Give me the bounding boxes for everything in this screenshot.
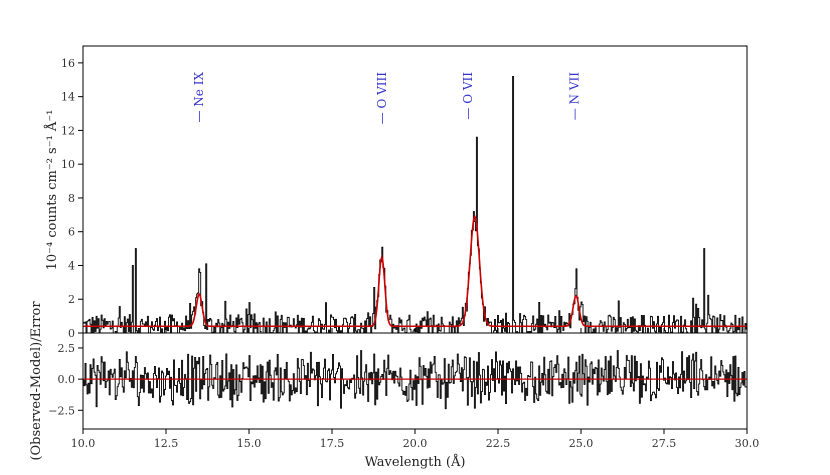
wavelength-x-tick-label-7: 27.5 (652, 437, 677, 450)
flux-y-tick-label-7: 14 (61, 91, 75, 104)
line-label-3: — N VII (567, 72, 581, 121)
line-label-0: — Ne IX (192, 72, 206, 123)
flux-y-axis-label: 10⁻⁴ counts cm⁻² s⁻¹ Å⁻¹ (44, 110, 60, 271)
observed-spectrum-line (83, 75, 747, 334)
flux-y-tick-label-0: 0 (68, 327, 75, 340)
flux-panel-frame (82, 45, 748, 334)
flux-y-tick-label-8: 16 (61, 57, 75, 70)
residual-y-tick-label-0: −2.5 (48, 404, 75, 417)
wavelength-x-axis-label: Wavelength (Å) (365, 454, 466, 470)
residual-y-tick-label-1: 0.0 (58, 373, 76, 386)
line-label-2: — O VII (461, 72, 475, 120)
residual-y-axis-label: (Observed-Model)/Error (29, 301, 44, 461)
residual-panel: −2.5 0.0 2.5 10.0 12.5 15.0 17.5 20.0 22.5 25.0 2… (29, 301, 759, 470)
flux-y-tick-label-5: 10 (61, 158, 75, 171)
residual-y-ticks: −2.5 0.0 2.5 (48, 342, 83, 417)
flux-y-tick-label-4: 8 (68, 192, 75, 205)
residual-y-tick-label-2: 2.5 (58, 342, 76, 355)
flux-y-tick-label-1: 2 (68, 293, 75, 306)
flux-panel: — Ne IX — O VIII — O VII — N VII 0246810121… (44, 45, 748, 340)
flux-data (83, 75, 747, 334)
flux-y-tick-label-3: 6 (68, 226, 75, 239)
emission-line-labels: — Ne IX — O VIII — O VII — N VII (192, 72, 581, 125)
residual-data (83, 350, 747, 410)
line-label-1: — O VIII (375, 72, 389, 125)
wavelength-x-ticks: 10.0 12.5 15.0 17.5 20.0 22.5 25.0 27.5 30.0 (71, 429, 760, 450)
wavelength-x-tick-label-4: 20.0 (403, 437, 428, 450)
wavelength-x-tick-label-2: 15.0 (237, 437, 262, 450)
residual-panel-frame (82, 332, 748, 430)
wavelength-x-tick-label-6: 25.0 (569, 437, 594, 450)
residual-line (83, 350, 747, 410)
wavelength-x-tick-label-8: 30.0 (735, 437, 760, 450)
model-spectrum-line (83, 214, 747, 328)
wavelength-x-tick-label-1: 12.5 (154, 437, 179, 450)
flux-y-tick-label-2: 4 (68, 259, 75, 272)
wavelength-x-tick-label-3: 17.5 (320, 437, 345, 450)
flux-y-ticks: 0 2 4 6 8 10 12 14 16 (61, 57, 748, 340)
wavelength-x-tick-label-5: 22.5 (486, 437, 511, 450)
wavelength-x-tick-label-0: 10.0 (71, 437, 96, 450)
flux-y-tick-label-6: 12 (61, 124, 75, 137)
